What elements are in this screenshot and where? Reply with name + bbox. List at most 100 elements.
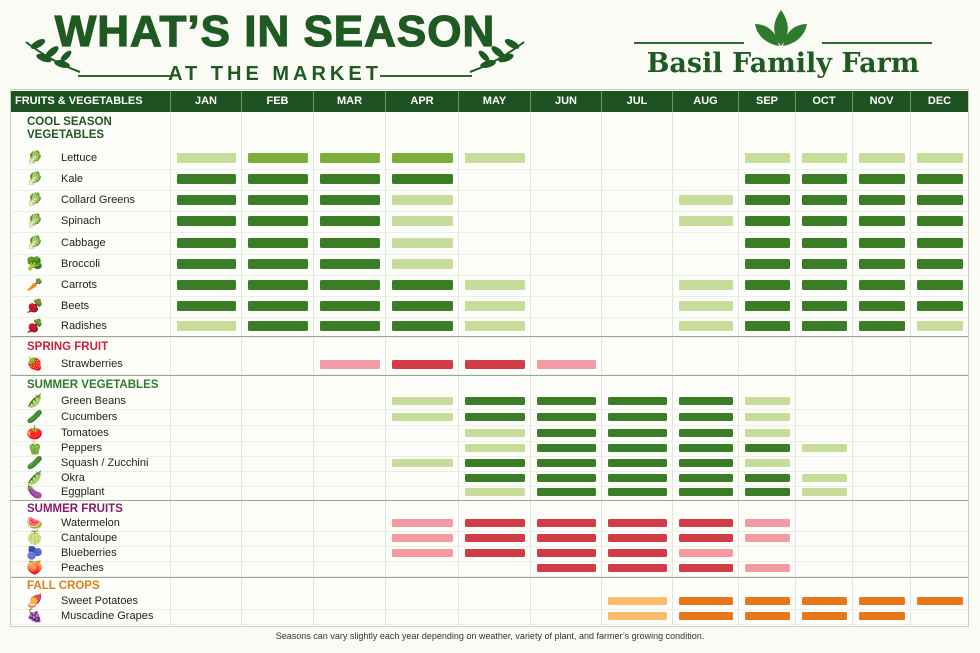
season-bar-may <box>465 534 525 542</box>
season-bar-oct <box>802 612 847 620</box>
beet-icon: 🫜 <box>26 298 44 313</box>
season-bar-mar <box>320 259 380 269</box>
row-separator <box>11 608 968 610</box>
season-bar-oct <box>802 174 847 184</box>
season-bar-jan <box>177 301 236 311</box>
season-bar-feb <box>248 195 308 205</box>
season-bar-jan <box>177 216 236 226</box>
season-bar-jul <box>608 564 667 572</box>
season-bar-jul <box>608 429 667 437</box>
collard-greens-icon: 🥬 <box>26 192 44 207</box>
radish-icon: 🫜 <box>26 318 44 333</box>
header-month-jul: JUL <box>601 91 672 112</box>
season-bar-oct <box>802 321 847 331</box>
season-bar-nov <box>859 195 905 205</box>
header-month-nov: NOV <box>852 91 910 112</box>
squash-icon: 🥒 <box>26 455 44 470</box>
item-name: Radishes <box>61 320 107 332</box>
season-bar-dec <box>917 259 963 269</box>
season-bar-sep <box>745 259 790 269</box>
season-bar-feb <box>248 280 308 290</box>
season-bar-may <box>465 153 525 163</box>
season-bar-sep <box>745 444 790 452</box>
season-bar-sep <box>745 321 790 331</box>
season-bar-jul <box>608 474 667 482</box>
season-bar-mar <box>320 216 380 226</box>
section-title-cool: COOL SEASON VEGETABLES <box>27 116 112 142</box>
table-header-row: FRUITS & VEGETABLES JAN FEB MAR APR MAY JUN JU… <box>11 91 968 112</box>
item-name: Strawberries <box>61 358 123 370</box>
season-bar-nov <box>859 153 905 163</box>
season-bar-mar <box>320 174 380 184</box>
season-bar-apr <box>392 238 453 248</box>
header-month-feb: FEB <box>241 91 313 112</box>
season-bar-feb <box>248 216 308 226</box>
grid-column-line <box>601 112 602 627</box>
section-title-spring: SPRING FRUIT <box>27 341 109 353</box>
season-bar-mar <box>320 359 380 369</box>
season-bar-dec <box>917 153 963 163</box>
season-bar-sep <box>745 413 790 421</box>
season-bar-apr <box>392 534 453 542</box>
season-bar-nov <box>859 238 905 248</box>
brand-block: Basil Family Farm <box>628 4 938 88</box>
season-bar-sep <box>745 301 790 311</box>
season-bar-sep <box>745 597 790 605</box>
tomato-icon: 🍅 <box>26 425 44 440</box>
grid-column-line <box>852 112 853 627</box>
season-bar-jul <box>608 397 667 405</box>
item-name: Peaches <box>61 562 104 574</box>
cabbage-icon: 🥬 <box>26 235 44 250</box>
okra-icon: 🫛 <box>26 470 44 485</box>
season-bar-aug <box>679 444 733 452</box>
brand-name: Basil Family Farm <box>646 48 920 79</box>
season-bar-dec <box>917 321 963 331</box>
page-subtitle: AT THE MARKET <box>168 63 382 85</box>
season-bar-apr <box>392 359 453 369</box>
season-bar-aug <box>679 564 733 572</box>
season-bar-apr <box>392 413 453 421</box>
season-bar-apr <box>392 321 453 331</box>
season-bar-jun <box>537 549 596 557</box>
season-bar-feb <box>248 238 308 248</box>
season-bar-dec <box>917 280 963 290</box>
season-bar-jul <box>608 549 667 557</box>
season-bar-oct <box>802 280 847 290</box>
grid-column-line <box>795 112 796 627</box>
season-bar-nov <box>859 301 905 311</box>
season-bar-aug <box>679 216 733 226</box>
item-name: Watermelon <box>61 517 120 529</box>
season-bar-jul <box>608 534 667 542</box>
pepper-icon: 🫑 <box>26 440 44 455</box>
row-separator <box>11 316 968 318</box>
season-bar-may <box>465 301 525 311</box>
green-beans-icon: 🫛 <box>26 393 44 408</box>
item-name: Tomatoes <box>61 427 109 439</box>
season-bar-may <box>465 459 525 467</box>
section-title-line: VEGETABLES <box>27 129 105 141</box>
season-bar-may <box>465 280 525 290</box>
season-bar-apr <box>392 259 453 269</box>
season-bar-dec <box>917 238 963 248</box>
season-bar-aug <box>679 474 733 482</box>
row-separator <box>11 470 968 472</box>
season-bar-oct <box>802 195 847 205</box>
season-bar-sep <box>745 280 790 290</box>
item-name: Cabbage <box>61 237 106 249</box>
row-separator <box>11 295 968 297</box>
season-bar-nov <box>859 216 905 226</box>
season-bar-apr <box>392 216 453 226</box>
season-bar-jul <box>608 597 667 605</box>
season-bar-jan <box>177 259 236 269</box>
season-bar-sep <box>745 174 790 184</box>
header-item-column: FRUITS & VEGETABLES <box>15 95 143 107</box>
season-bar-may <box>465 549 525 557</box>
row-separator <box>11 210 968 212</box>
item-name: Collard Greens <box>61 194 135 206</box>
item-name: Okra <box>61 472 85 484</box>
row-separator <box>11 189 968 191</box>
item-name: Cantaloupe <box>61 532 118 544</box>
season-bar-jan <box>177 153 236 163</box>
grid-column-line <box>170 112 171 627</box>
cantaloupe-icon: 🍈 <box>26 530 44 545</box>
